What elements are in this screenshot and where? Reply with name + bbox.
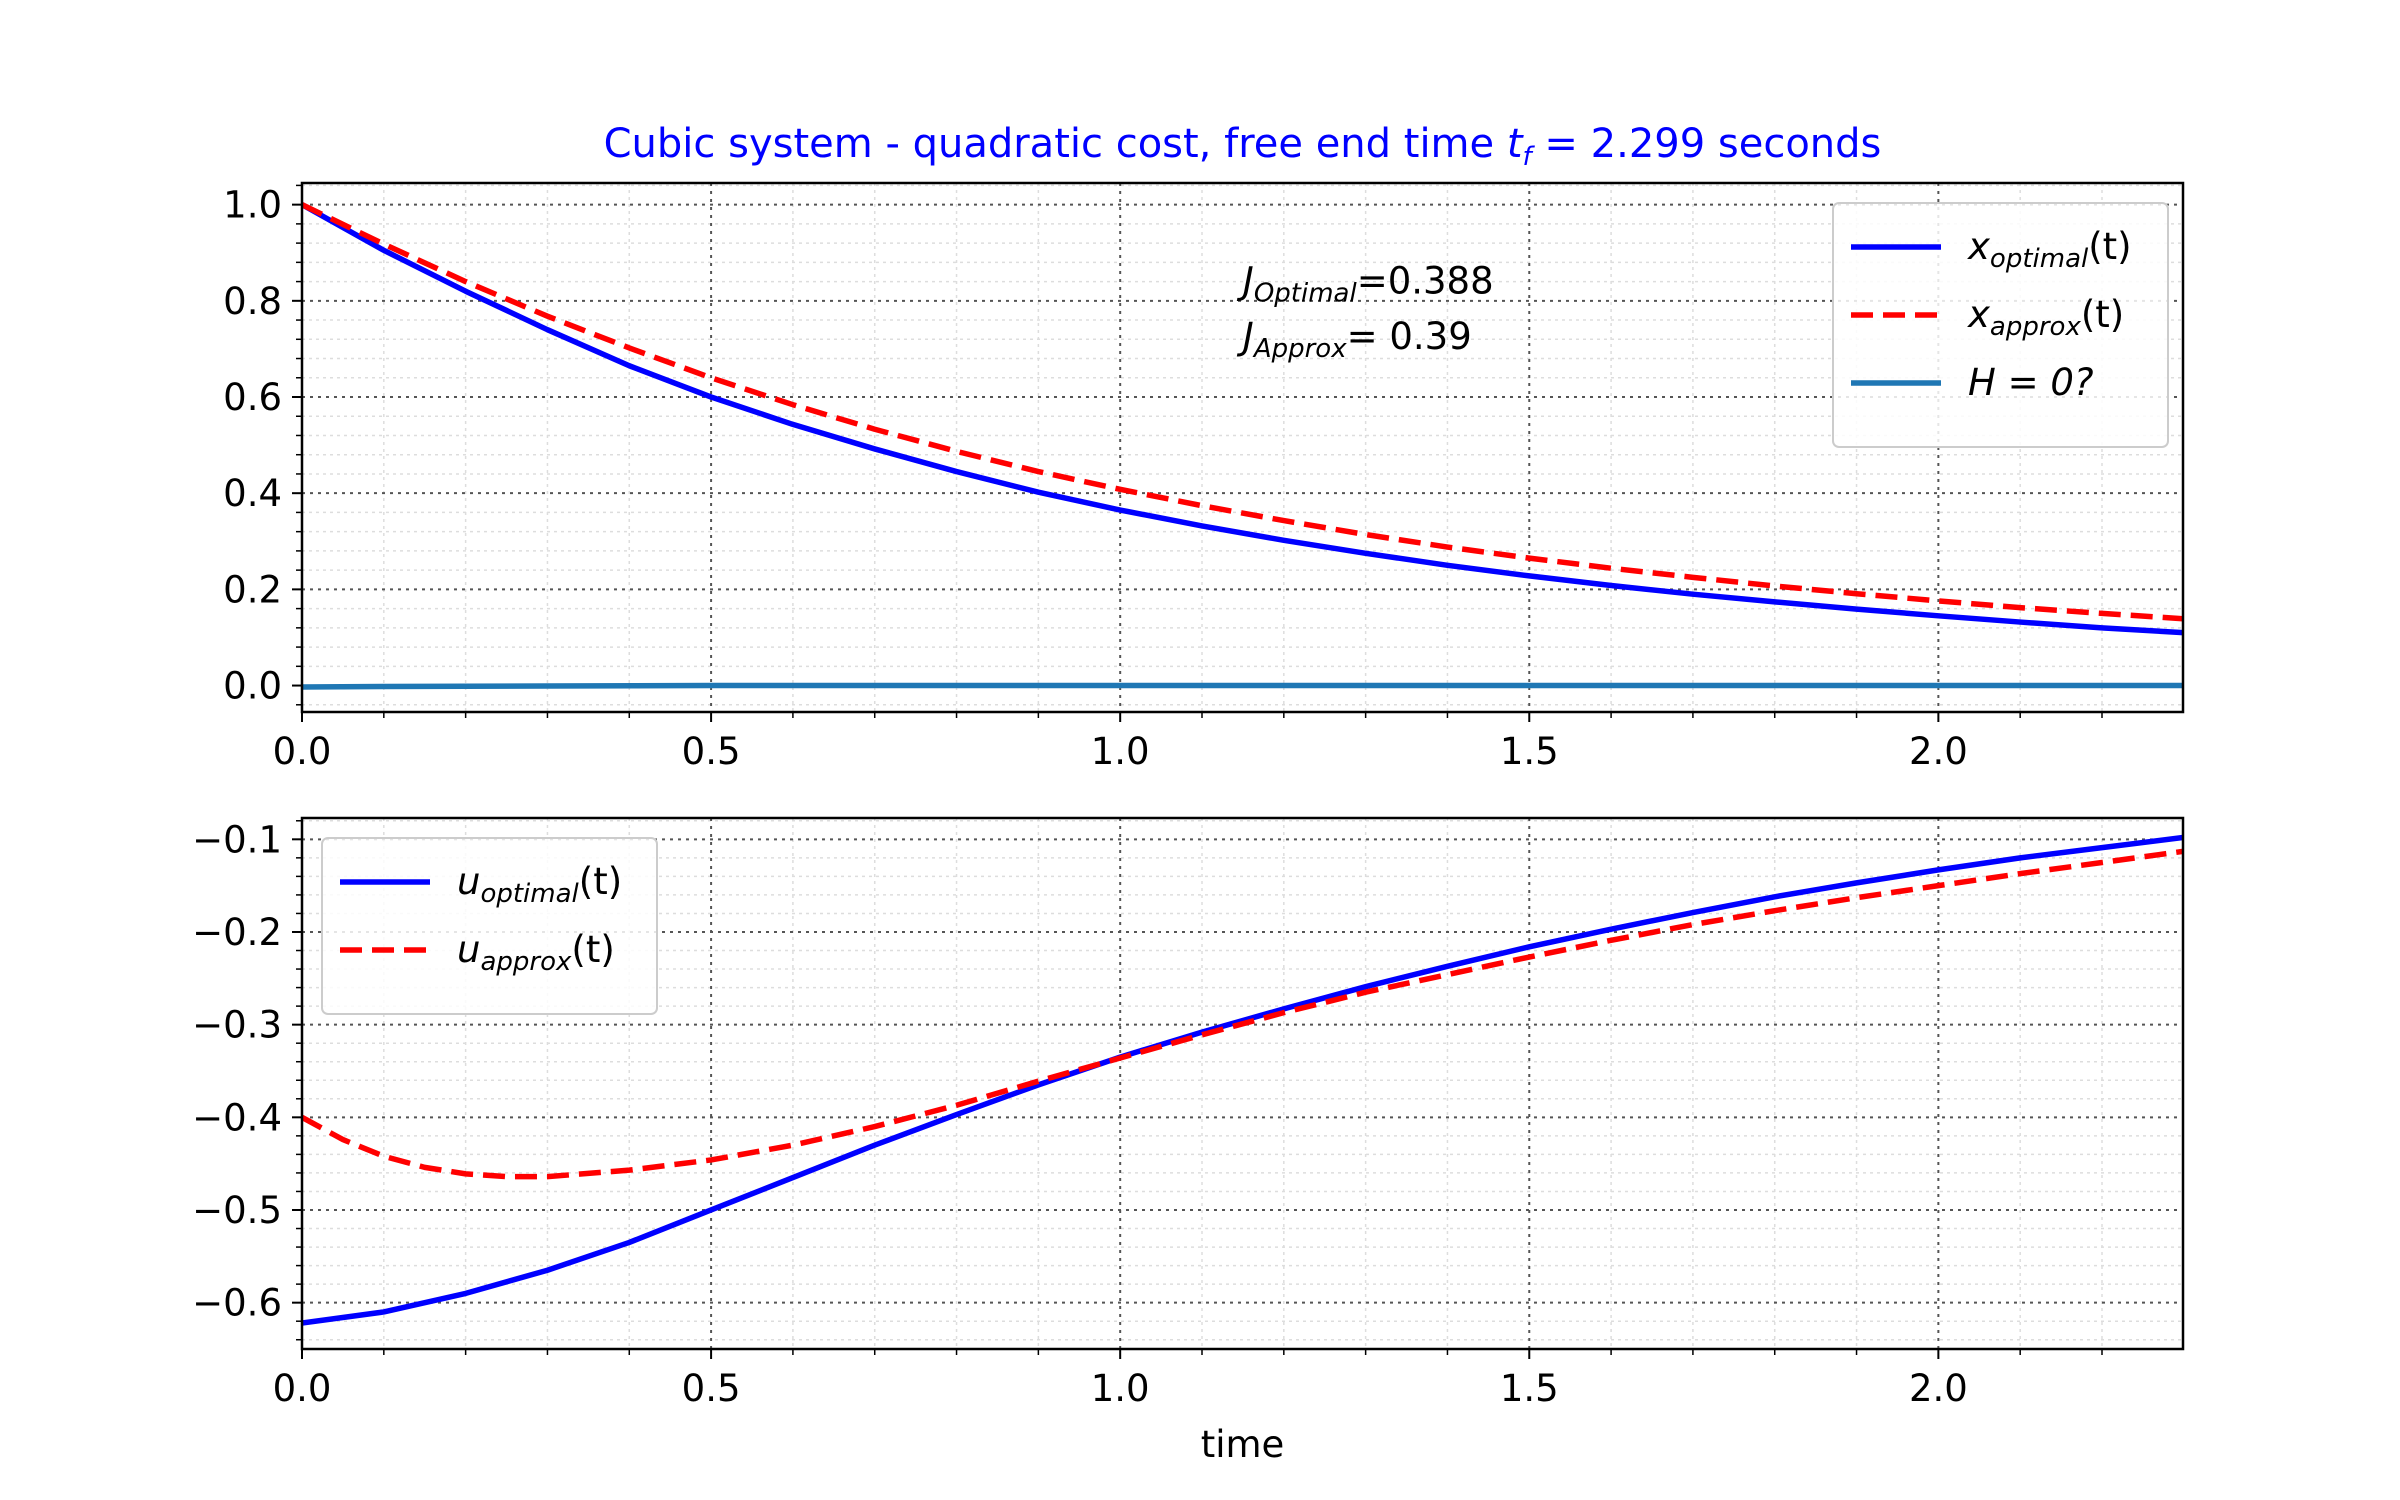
axes-frame bbox=[300, 816, 2185, 1351]
legend: xoptimal(t) xapprox(t) H = 0? bbox=[1832, 202, 2169, 448]
legend-box bbox=[1832, 202, 2169, 448]
legend-entry: uapprox(t) bbox=[457, 928, 615, 977]
y-tick-label: −0.3 bbox=[192, 1004, 282, 1047]
x-tick-label: 1.0 bbox=[1091, 1367, 1150, 1410]
x-tick-label: 2.0 bbox=[1909, 730, 1968, 773]
series-group bbox=[302, 202, 2183, 690]
y-tick-label: −0.5 bbox=[192, 1189, 282, 1232]
axes-frame bbox=[300, 181, 2185, 714]
y-tick-label: −0.4 bbox=[192, 1096, 282, 1139]
y-tick-label: 0.4 bbox=[223, 472, 282, 515]
y-tick-label: −0.6 bbox=[192, 1282, 282, 1325]
chart-panel-1: 0.0 0.5 1.0 1.5 2.0 0.0 0.2 0.4 0.6 0.8 1.0 Cubic s… bbox=[223, 121, 2185, 773]
y-tick-label: 0.0 bbox=[223, 665, 282, 708]
minor-grid bbox=[302, 818, 2183, 1349]
y-tick-label: 0.2 bbox=[223, 568, 282, 611]
chart-title: Cubic system - quadratic cost, free end … bbox=[604, 121, 1882, 172]
x-tick-label: 0.5 bbox=[682, 1367, 741, 1410]
legend-entry: H = 0? bbox=[1968, 361, 2094, 404]
x-tick-label: 0.0 bbox=[273, 1367, 332, 1410]
x-tick-label: 1.5 bbox=[1500, 730, 1559, 773]
x-axis-label: time bbox=[1201, 1423, 1285, 1466]
y-tick-label: 1.0 bbox=[223, 184, 282, 227]
legend: uoptimal(t) uapprox(t) bbox=[321, 837, 658, 1015]
x-tick-label: 1.5 bbox=[1500, 1367, 1559, 1410]
x-tick-label: 0.5 bbox=[682, 730, 741, 773]
ticks: 0.0 0.5 1.0 1.5 2.0 0.0 0.2 0.4 0.6 0.8 1.0 bbox=[223, 184, 2103, 773]
annotation-cost-2: JApprox= 0.39 bbox=[1236, 315, 1472, 364]
series-group bbox=[302, 834, 2183, 1326]
ticks: 0.0 0.5 1.0 1.5 2.0 −0.6 −0.5 −0.4 −0.3 −0.2 −0.1 bbox=[192, 818, 2103, 1410]
x-tick-label: 0.0 bbox=[273, 730, 332, 773]
series-line-x-approx-t- bbox=[302, 202, 2183, 622]
chart-panel-2: 0.0 0.5 1.0 1.5 2.0 −0.6 −0.5 −0.4 −0.3 −0.2 −0.1 t… bbox=[192, 816, 2185, 1466]
x-tick-label: 2.0 bbox=[1909, 1367, 1968, 1410]
series-line-x-optimal-t- bbox=[302, 202, 2183, 636]
y-tick-label: −0.2 bbox=[192, 911, 282, 954]
x-tick-label: 1.0 bbox=[1091, 730, 1150, 773]
y-tick-label: −0.1 bbox=[192, 818, 282, 861]
legend-entry: xoptimal(t) bbox=[1967, 225, 2132, 274]
annotation-cost-1: JOptimal=0.388 bbox=[1236, 260, 1494, 309]
y-tick-label: 0.8 bbox=[223, 280, 282, 323]
legend-entry: uoptimal(t) bbox=[457, 860, 622, 909]
series-line-u-optimal-t- bbox=[302, 834, 2183, 1326]
legend-entry: xapprox(t) bbox=[1967, 293, 2124, 342]
series-line-h-0- bbox=[302, 682, 2183, 690]
y-tick-label: 0.6 bbox=[223, 376, 282, 419]
series-line-u-approx-t- bbox=[302, 848, 2183, 1180]
